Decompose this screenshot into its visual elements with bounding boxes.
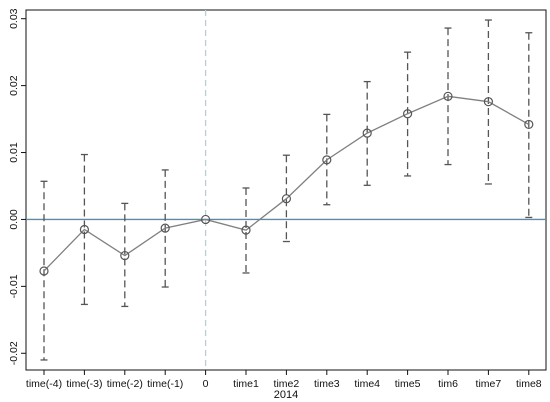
estimate-point <box>241 225 251 235</box>
estimate-point <box>79 224 90 235</box>
estimate-line <box>43 95 530 272</box>
estimate-point <box>39 266 49 276</box>
y-tick-label: 0.02 <box>8 75 20 96</box>
estimate-point <box>403 109 413 119</box>
x-tick-label: time(-2) <box>107 378 143 390</box>
x-tick-label: time(-1) <box>147 378 183 390</box>
estimate-point <box>524 119 534 130</box>
x-tick-label: time(-4) <box>26 378 62 390</box>
x-tick-label: time3 <box>314 378 340 390</box>
x-tick-label: time2 <box>274 378 300 390</box>
y-tick-label: -0.01 <box>8 274 20 298</box>
error-bars <box>40 19 533 361</box>
y-tick-label: 0.03 <box>8 8 20 29</box>
estimate-point <box>201 214 211 225</box>
x-tick-label: 0 <box>203 378 209 390</box>
estimate-point <box>362 128 372 138</box>
x-axis: time(-4) time(-3) time(-2) time(-1) 0 time1 ti… <box>26 370 542 390</box>
x-tick-label: time4 <box>354 378 380 390</box>
x-axis-title: 2014 <box>274 389 298 401</box>
y-tick-label: 0.01 <box>8 142 20 163</box>
estimate-point <box>281 194 291 204</box>
y-tick-label: -0.02 <box>8 341 20 365</box>
estimate-point <box>322 155 332 165</box>
y-axis: -0.02 -0.01 0.00 0.01 0.02 0.03 <box>8 8 26 365</box>
x-tick-label: tim6 <box>438 378 458 390</box>
x-tick-label: time7 <box>476 378 502 390</box>
reference-lines <box>26 10 546 370</box>
estimate-point <box>160 223 170 233</box>
estimate-point <box>120 250 130 261</box>
x-tick-label: time8 <box>516 378 542 390</box>
estimate-points <box>39 91 534 276</box>
estimate-point <box>483 97 493 107</box>
x-tick-label: time1 <box>233 378 259 390</box>
y-tick-label: 0.00 <box>8 209 20 230</box>
estimate-point <box>443 91 453 101</box>
x-tick-label: time(-3) <box>66 378 102 390</box>
x-tick-label: time5 <box>395 378 421 390</box>
